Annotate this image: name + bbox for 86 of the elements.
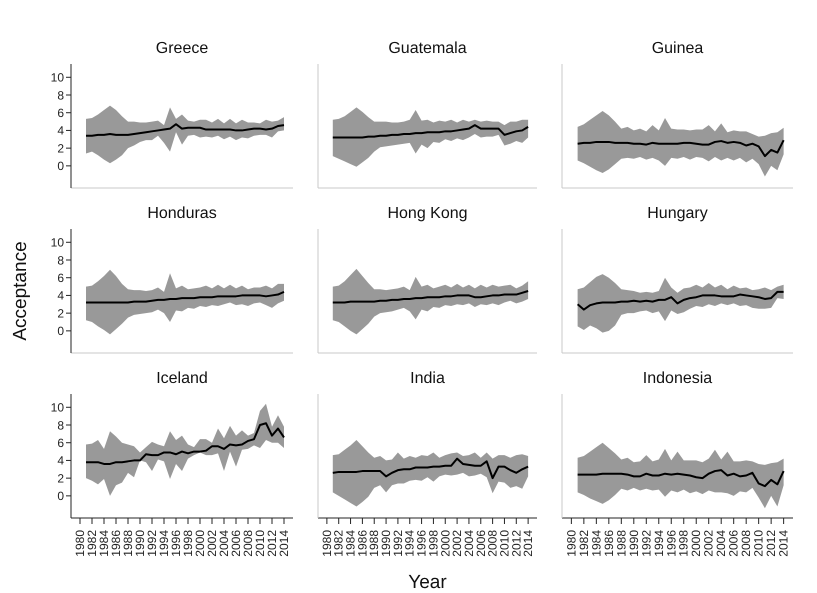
x-tick-label: 1994 (652, 530, 666, 557)
x-tick-label: 2000 (689, 530, 704, 557)
y-tick-label: 10 (50, 400, 64, 415)
x-tick-label: 1980 (320, 530, 334, 557)
x-tick-label: 1980 (564, 530, 578, 557)
x-tick-label: 1996 (664, 530, 678, 557)
x-tick-label: 2012 (764, 530, 778, 557)
y-tick-label: 2 (57, 141, 64, 156)
x-tick-label: 1994 (402, 530, 417, 557)
x-tick-label: 2002 (702, 530, 716, 557)
x-tick-label: 1998 (181, 530, 195, 557)
chart-title: Guatemala (387, 40, 468, 58)
x-tick-label: 1980 (73, 530, 87, 557)
y-tick-label: 6 (57, 106, 64, 120)
x-tick-label: 2008 (739, 530, 754, 557)
x-tick-label: 1992 (145, 530, 159, 557)
x-tick-label: 1992 (390, 530, 405, 557)
x-tick-label: 1982 (576, 530, 591, 557)
chart-title: Honduras (146, 205, 218, 223)
y-tick-label: 4 (57, 454, 64, 468)
x-tick-label: 2000 (193, 530, 207, 557)
x-tick-label: 2002 (205, 530, 219, 557)
x-tick-label: 1988 (367, 530, 382, 557)
chart-title: Indonesia (642, 370, 714, 388)
x-tick-label: 1990 (379, 530, 394, 557)
y-tick-label: 8 (57, 253, 64, 268)
x-tick-label: 2014 (776, 530, 791, 557)
chart-title: India (409, 370, 446, 388)
x-tick-label: 1986 (602, 530, 616, 557)
chart-title: Iceland (155, 370, 209, 388)
y-tick-label: 8 (57, 418, 64, 432)
x-tick-label: 2010 (253, 530, 267, 557)
chart-title: Hong Kong (386, 205, 469, 223)
line-series (85, 123, 285, 137)
y-tick-label: 4 (57, 124, 64, 138)
y-tick-label: 0 (57, 489, 64, 504)
x-tick-label: 1996 (414, 530, 429, 557)
x-tick-label: 1998 (426, 530, 440, 557)
x-tick-label: 1996 (169, 530, 183, 557)
y-tick-label: 2 (57, 471, 64, 486)
x-tick-label: 1984 (344, 530, 358, 557)
x-tick-label: 2008 (241, 530, 255, 557)
y-tick-label: 0 (57, 324, 64, 338)
y-tick-label: 4 (57, 288, 64, 303)
y-tick-label: 10 (50, 70, 64, 85)
chart-title: Greece (154, 40, 210, 58)
y-tick-label: 10 (50, 236, 64, 250)
x-tick-label: 2010 (752, 530, 766, 557)
y-tick-label: 0 (57, 159, 64, 174)
x-tick-label: 2004 (462, 530, 476, 557)
x-tick-label: 1988 (614, 530, 628, 557)
x-tick-label: 2002 (450, 530, 464, 557)
x-tick-label: 1982 (85, 530, 99, 557)
x-tick-label: 2012 (265, 530, 279, 557)
x-tick-label: 1998 (676, 530, 691, 557)
x-tick-label: 2010 (497, 530, 512, 557)
x-tick-label: 2008 (486, 530, 500, 557)
x-tick-label: 2004 (217, 530, 231, 557)
x-tick-label: 1986 (109, 530, 123, 557)
y-tick-label: 2 (57, 306, 64, 320)
x-tick-label: 1988 (121, 530, 135, 557)
y-tick-label: 6 (57, 270, 64, 285)
x-tick-label: 2006 (229, 530, 243, 557)
line-series (85, 422, 285, 465)
x-tick-label: 1990 (626, 530, 641, 557)
x-tick-label: 1992 (639, 530, 654, 557)
chart-title: Hungary (646, 205, 709, 223)
x-tick-label: 2004 (714, 530, 728, 557)
x-tick-label: 2006 (726, 530, 741, 557)
x-tick-label: 1986 (355, 530, 370, 557)
x-tick-label: 2012 (509, 530, 524, 557)
x-tick-label: 2006 (474, 530, 488, 557)
x-tick-label: 1984 (589, 530, 604, 557)
x-tick-label: 2000 (438, 530, 452, 557)
x-axis-title: Year (408, 572, 447, 593)
x-tick-label: 1994 (157, 530, 171, 557)
y-tick-label: 6 (57, 436, 64, 450)
x-tick-label: 2014 (277, 530, 291, 557)
line-series (85, 290, 285, 304)
y-axis-title: Acceptance (10, 240, 32, 343)
y-tick-label: 8 (57, 88, 64, 102)
x-tick-label: 1990 (133, 530, 147, 557)
x-tick-label: 1984 (97, 530, 111, 557)
x-tick-label: 1982 (332, 530, 346, 557)
chart-title: Guinea (650, 40, 704, 58)
x-tick-label: 2014 (521, 530, 536, 557)
